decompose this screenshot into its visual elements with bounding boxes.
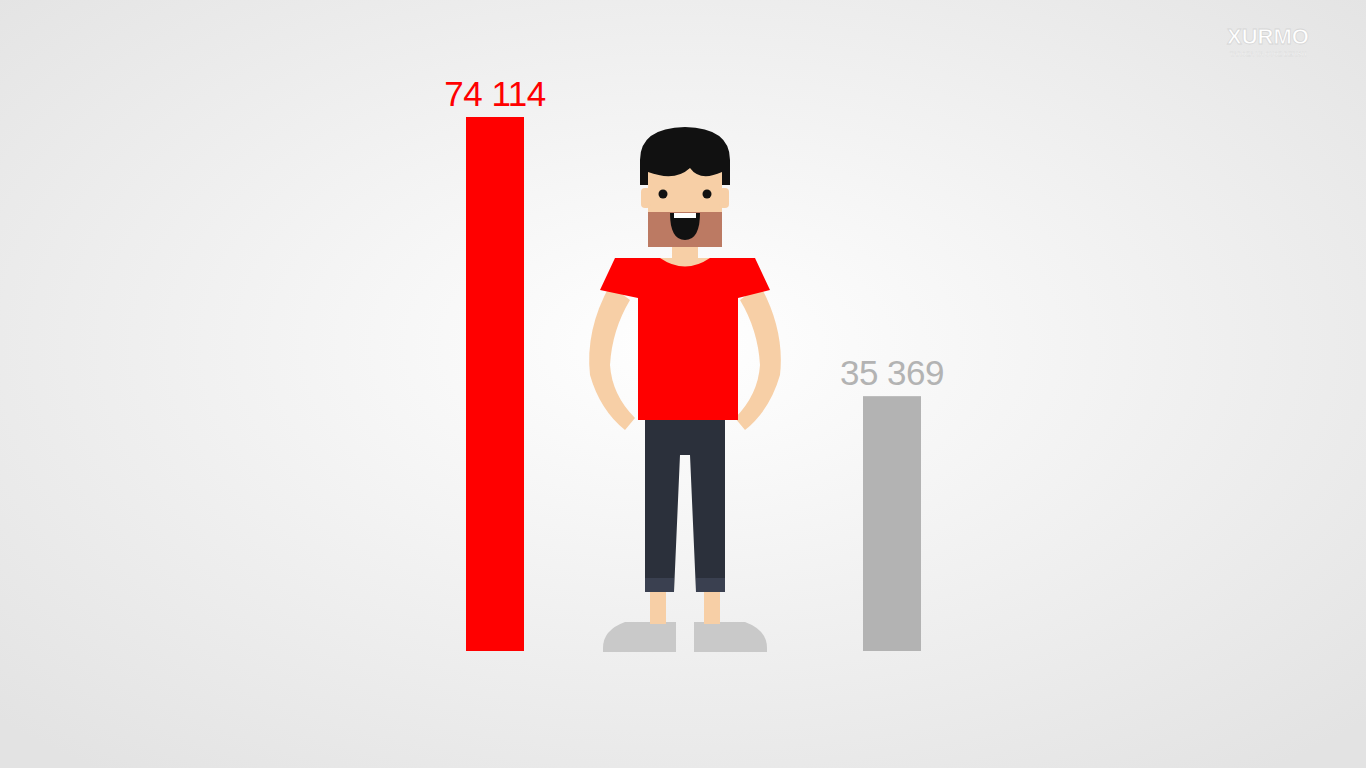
logo-title: XURMO [1227, 24, 1309, 49]
collar [660, 258, 710, 267]
person-illustration [589, 127, 781, 652]
pants [645, 415, 725, 592]
logo-subtitle: TAROZA VA OVOZ BERISH [1230, 51, 1307, 57]
shoe [694, 622, 767, 652]
shoe [603, 622, 676, 652]
chart-canvas: 74 114 35 369 XURMO TAROZA VA OVOZ BERISH [0, 0, 1366, 768]
teeth [674, 213, 696, 218]
data-label: 35 369 [840, 353, 944, 392]
ear [719, 188, 729, 208]
eye [659, 190, 668, 199]
bar [863, 396, 921, 651]
arm [589, 285, 635, 430]
face [648, 165, 722, 247]
shirt [600, 258, 770, 420]
beard [648, 212, 722, 247]
background [0, 0, 1366, 768]
ankle [704, 588, 720, 624]
bar [466, 117, 524, 651]
mouth [670, 213, 700, 240]
pants-cuff [696, 578, 725, 592]
ankle [650, 588, 666, 624]
ear [641, 188, 651, 208]
arm [735, 285, 781, 430]
data-label: 74 114 [444, 74, 545, 113]
eye [703, 190, 712, 199]
hair [640, 127, 730, 185]
pants-cuff [645, 578, 674, 592]
